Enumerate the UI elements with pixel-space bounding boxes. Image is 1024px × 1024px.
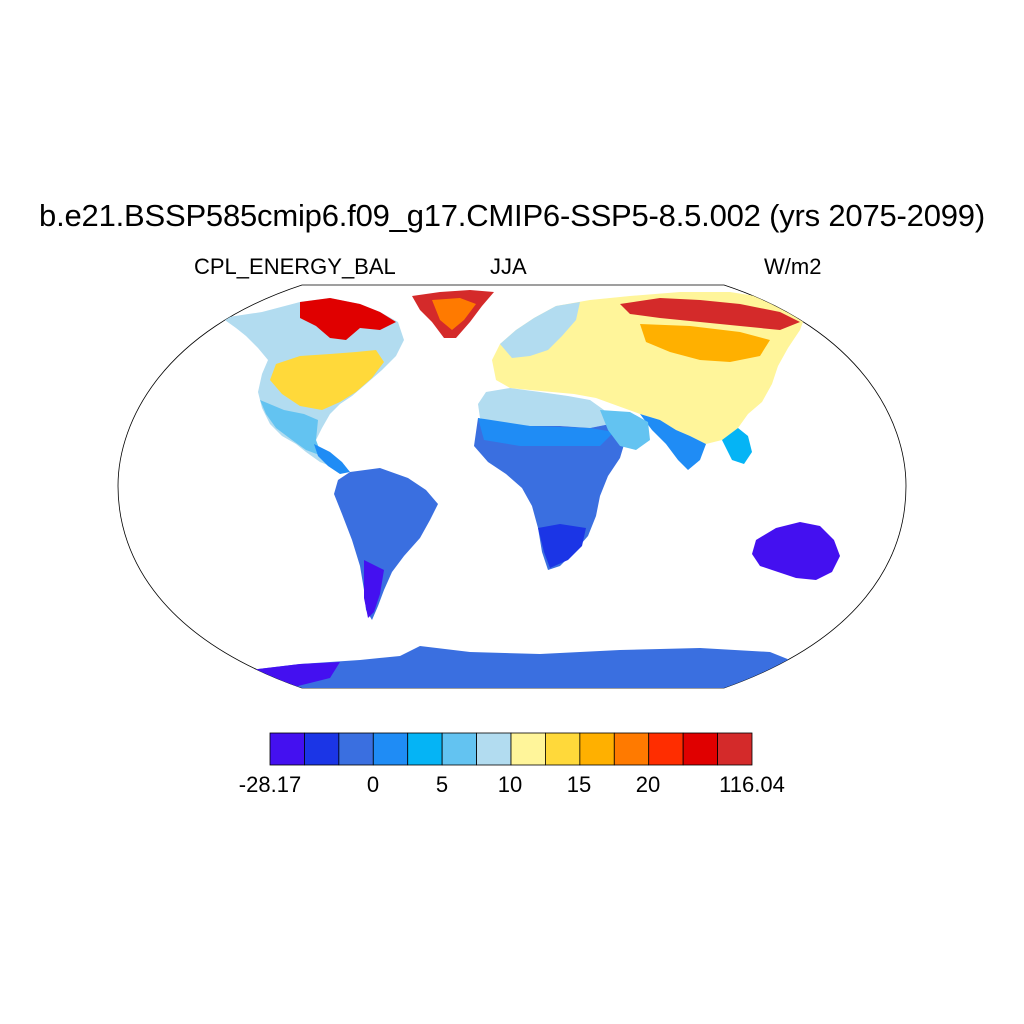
- arabia: [600, 410, 650, 450]
- colorbar-swatch: [476, 732, 512, 766]
- colorbar-tick-label: 15: [566, 772, 592, 797]
- plot-title: b.e21.BSSP585cmip6.f09_g17.CMIP6-SSP5-8.…: [39, 198, 985, 233]
- colorbar-tick-label: -28.17: [238, 772, 302, 797]
- colorbar-swatch: [269, 732, 305, 766]
- greenland-orange: [432, 298, 476, 330]
- colorbar-swatch: [717, 732, 753, 766]
- colorbar-tick-label: 116.04: [719, 772, 785, 797]
- colorbar-swatch: [304, 732, 340, 766]
- southern-africa-cold: [538, 524, 586, 568]
- colorbar-swatch: [613, 732, 650, 766]
- na-north-hot: [300, 298, 396, 340]
- colorbar-swatch: [338, 732, 374, 766]
- colorbar-swatch: [441, 732, 477, 766]
- colorbar-swatch: [407, 732, 443, 766]
- colorbar-tick-label: 20: [635, 772, 661, 797]
- australia: [752, 522, 840, 580]
- antarctica: [230, 646, 800, 688]
- eurasia: [492, 292, 806, 444]
- sahel: [478, 418, 614, 446]
- units-label: W/m2: [764, 254, 822, 279]
- season-label: JJA: [490, 254, 527, 279]
- colorbar-tick-label: 5: [435, 772, 449, 797]
- colorbar-swatch: [682, 732, 718, 766]
- colorbar-tick-label: 0: [366, 772, 380, 797]
- north-africa: [478, 388, 610, 428]
- na-south: [260, 400, 322, 456]
- sa-south-cold: [364, 560, 384, 618]
- colorbar-tick-label: 10: [497, 772, 523, 797]
- south-america: [334, 468, 438, 620]
- colorbar: [269, 732, 753, 766]
- central-america: [314, 444, 350, 474]
- se-asia: [722, 428, 752, 464]
- colorbar-swatch: [372, 732, 409, 766]
- siberia-hot: [620, 298, 800, 330]
- africa: [474, 418, 626, 570]
- asia-south: [640, 414, 706, 470]
- na-warm-band: [270, 350, 384, 410]
- europe-cool: [500, 302, 580, 358]
- asia-orange: [640, 324, 770, 362]
- colorbar-swatch: [579, 732, 615, 766]
- colorbar-swatch: [648, 732, 684, 766]
- variable-label: CPL_ENERGY_BAL: [194, 254, 396, 279]
- colorbar-swatch: [510, 732, 546, 766]
- colorbar-swatch: [545, 732, 581, 766]
